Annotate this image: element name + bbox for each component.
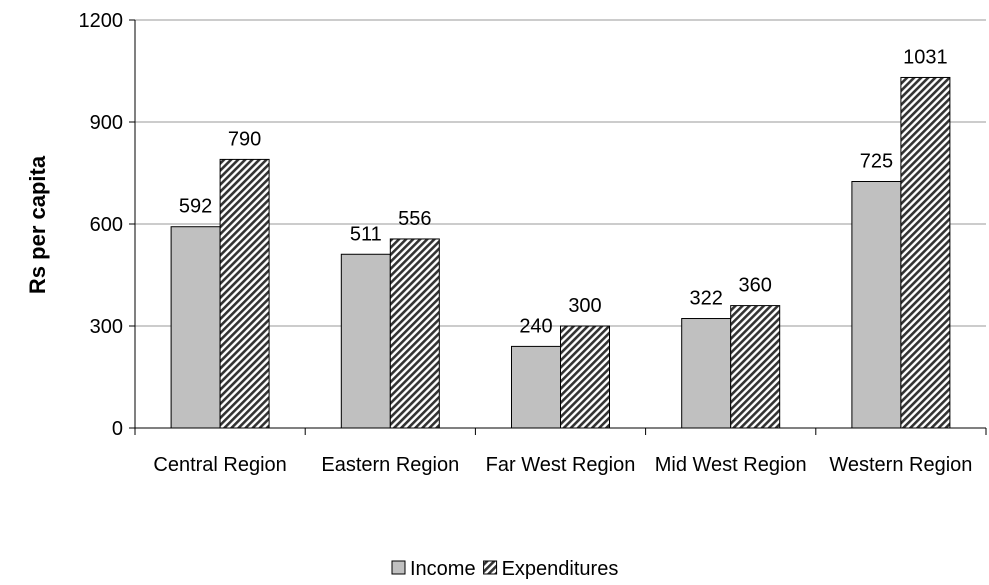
value-label: 240 xyxy=(519,315,552,337)
y-tick-label: 900 xyxy=(90,112,123,134)
value-label: 360 xyxy=(739,275,772,297)
y-tick-label: 0 xyxy=(112,418,123,440)
bar xyxy=(681,318,732,429)
x-tick-label: Central Region xyxy=(153,454,287,476)
x-tick-label: Far West Region xyxy=(485,454,636,476)
x-tick-label: Western Region xyxy=(829,454,973,476)
value-label: 790 xyxy=(228,128,261,150)
bar xyxy=(851,181,902,429)
y-tick-label: 1200 xyxy=(79,10,124,32)
value-label: 322 xyxy=(690,288,723,310)
bar xyxy=(730,305,781,429)
bar xyxy=(170,226,221,429)
legend-label: Income xyxy=(410,558,476,580)
y-tick-label: 300 xyxy=(90,316,123,338)
value-label: 556 xyxy=(398,208,431,230)
x-tick-label: Mid West Region xyxy=(654,454,807,476)
value-label: 592 xyxy=(179,196,212,218)
legend-label: Expenditures xyxy=(502,558,619,580)
legend-swatch xyxy=(391,560,406,575)
bar xyxy=(511,345,561,429)
bar xyxy=(560,325,610,429)
value-label: 511 xyxy=(350,223,382,245)
bar xyxy=(219,158,270,429)
value-label: 725 xyxy=(860,151,893,173)
y-tick-label: 600 xyxy=(90,214,123,236)
legend-swatch xyxy=(483,560,498,575)
value-label: 300 xyxy=(568,295,601,317)
bar xyxy=(340,253,391,429)
y-axis-title: Rs per capita xyxy=(25,155,50,294)
value-label: 1031 xyxy=(903,46,948,68)
x-tick-label: Eastern Region xyxy=(321,454,460,476)
bar xyxy=(389,238,440,429)
bar xyxy=(900,76,951,429)
